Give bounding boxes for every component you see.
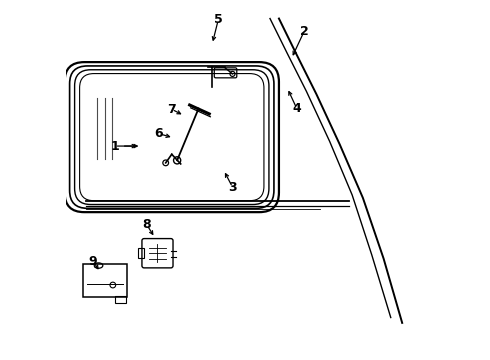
Text: 1: 1	[110, 140, 119, 153]
Bar	[138, 248, 144, 258]
Text: 5: 5	[214, 13, 222, 27]
Text: 7: 7	[168, 103, 176, 116]
Text: 8: 8	[143, 218, 151, 231]
Text: 6: 6	[154, 127, 163, 140]
Text: 9: 9	[89, 255, 98, 268]
Text: 2: 2	[299, 25, 308, 38]
Bar	[115, 296, 125, 303]
Text: 4: 4	[293, 102, 301, 115]
Text: 3: 3	[228, 181, 237, 194]
